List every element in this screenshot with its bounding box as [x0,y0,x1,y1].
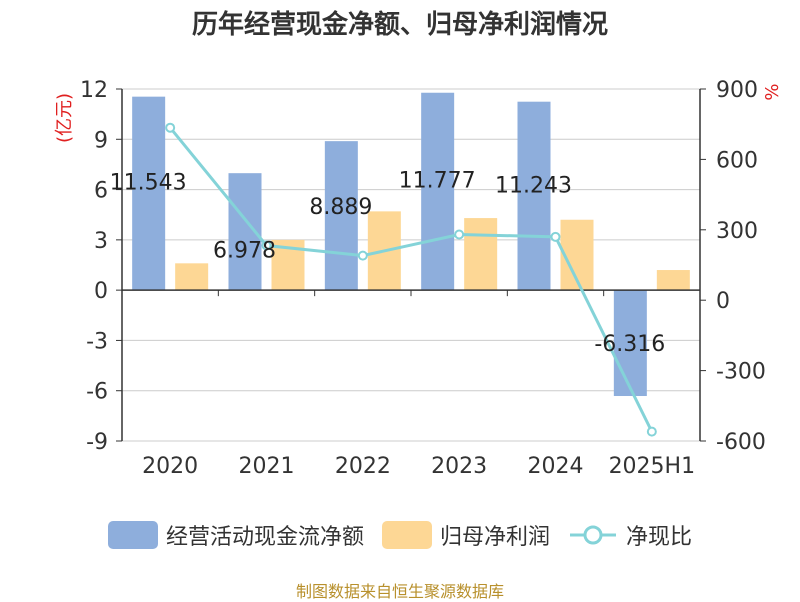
right-tick-label: -600 [716,430,766,455]
left-tick-label: 0 [94,279,108,304]
right-tick-label: 600 [716,148,758,173]
bar-cashflow [613,290,647,397]
bar-series [132,92,690,397]
axes: 12 9 6 3 0 -3 -6 -9 900 600 300 0 -300 -600 (亿元)% 2020 2… [54,78,783,479]
data-label-cashflow: 6.978 [213,238,276,263]
x-tick-label: 2023 [431,454,487,479]
right-tick-label: 0 [716,289,730,314]
point-cash-ratio [357,250,368,261]
x-tick-label: 2022 [335,454,391,479]
data-labels: 11.543 6.978 8.889 11.777 11.243 -6.316 [110,169,666,357]
left-tick-label: -6 [86,380,108,405]
left-tick-label: -3 [86,329,108,354]
x-tick-label: 2020 [142,454,198,479]
data-label-cashflow: -6.316 [594,332,665,357]
line-series [165,122,657,437]
x-tick-label: 2024 [528,454,584,479]
right-axis-unit: % [762,83,783,100]
bar-cashflow [324,141,358,291]
legend-item-cash-ratio[interactable]: 净现比 [568,519,692,551]
left-tick-label: 12 [80,78,108,103]
bar-cashflow [132,96,166,291]
bar-net-profit [464,218,498,291]
legend-item-net-profit[interactable]: 归母净利润 [381,519,550,551]
point-cash-ratio [550,231,561,242]
chart-title: 历年经营现金净额、归母净利润情况 [191,10,608,40]
point-cash-ratio [165,122,176,133]
bar-net-profit [175,263,209,291]
left-axis-unit: (亿元) [54,93,75,143]
bar-cashflow [421,92,455,291]
source-note: 制图数据来自恒生聚源数据库 [295,582,504,601]
right-tick-label: -300 [716,360,766,385]
legend-label-net-profit: 归母净利润 [439,525,550,550]
legend: 经营活动现金流净额 归母净利润 净现比 [0,518,800,552]
x-tick-label: 2021 [239,454,295,479]
left-tick-label: -9 [86,430,108,455]
bar-cashflow [517,101,551,291]
point-cash-ratio [454,229,465,240]
x-tick-label: 2025H1 [609,454,696,479]
legend-label-cashflow: 经营活动现金流净额 [165,525,364,550]
line-cash-ratio [169,126,654,433]
legend-line-marker-icon [570,525,616,545]
grid-lines [122,88,700,442]
left-tick-label: 6 [94,179,108,204]
data-label-cashflow: 11.243 [495,173,572,198]
data-label-cashflow: 8.889 [309,195,372,220]
left-tick-label: 3 [94,229,108,254]
right-tick-label: 900 [716,78,758,103]
point-cash-ratio [261,240,272,251]
data-label-cashflow: 11.543 [110,171,187,196]
legend-item-cashflow[interactable]: 经营活动现金流净额 [107,519,364,551]
legend-label-cash-ratio: 净现比 [626,525,693,550]
left-tick-label: 9 [94,128,108,153]
data-label-cashflow: 11.777 [399,169,476,194]
right-tick-label: 300 [716,219,758,244]
legend-swatch-cashflow [107,521,158,549]
point-cash-ratio [646,426,657,437]
legend-swatch-net-profit [381,521,432,549]
bar-net-profit [656,270,690,291]
